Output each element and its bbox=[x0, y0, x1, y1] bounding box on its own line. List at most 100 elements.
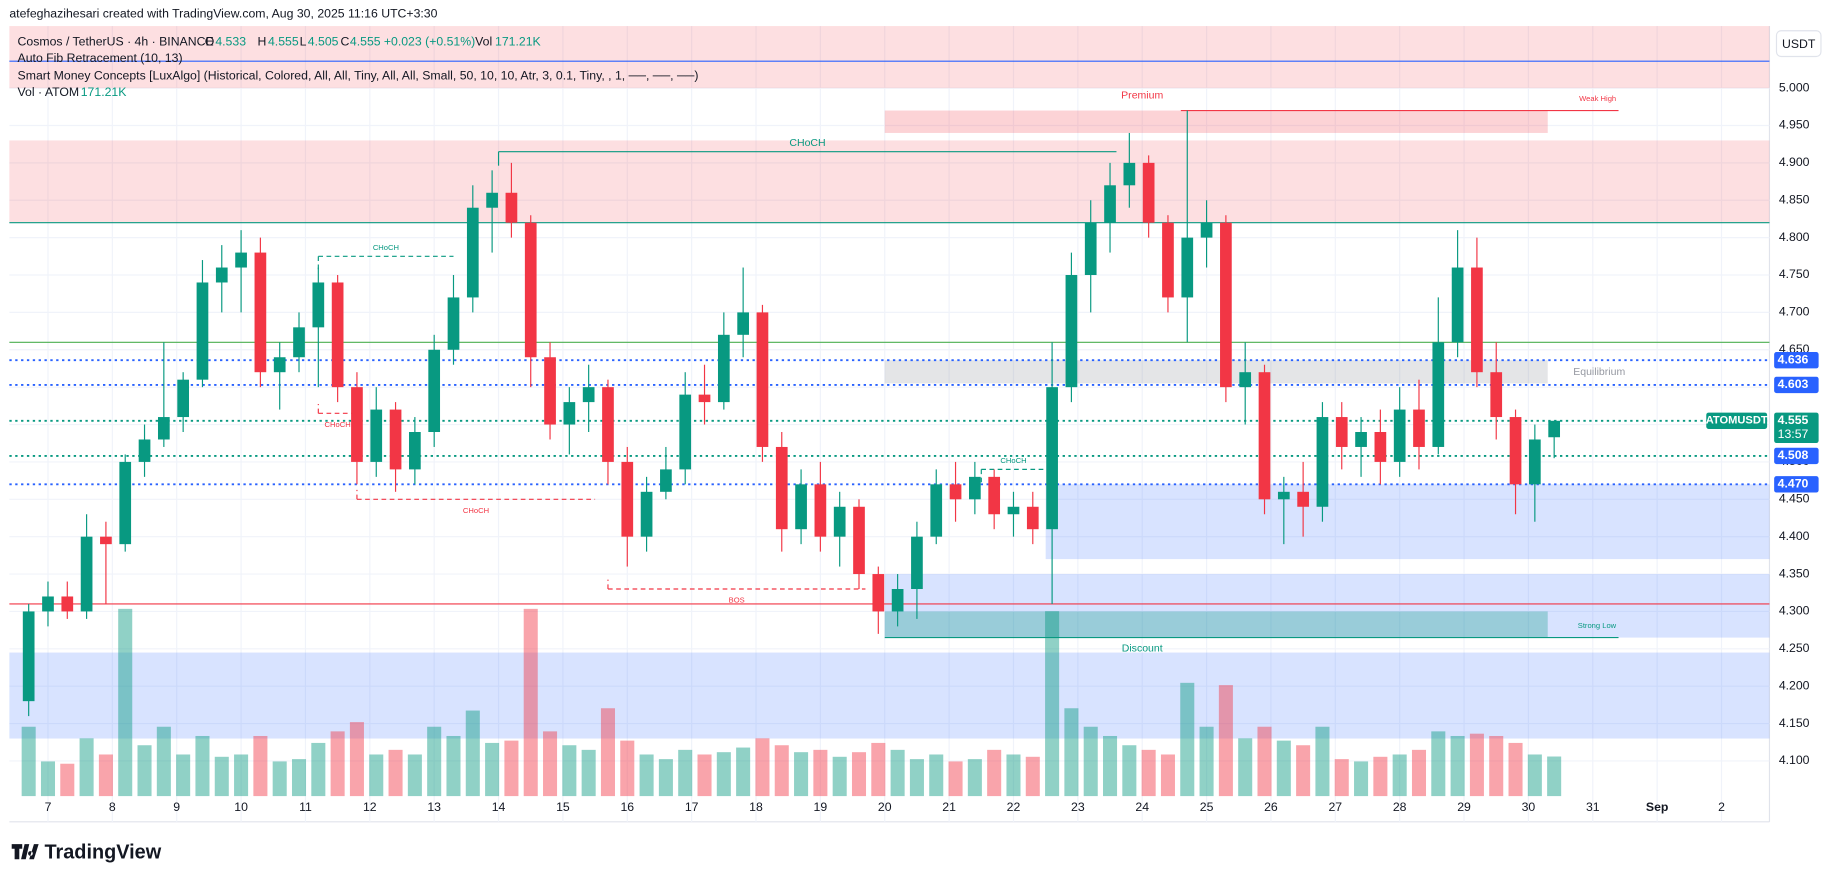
volume-bar bbox=[234, 754, 249, 797]
x-tick-label: 18 bbox=[749, 800, 763, 814]
y-tick-label: 4.450 bbox=[1779, 492, 1810, 506]
volume-bar bbox=[871, 742, 886, 797]
zone bbox=[9, 652, 1770, 739]
zone bbox=[884, 360, 1548, 384]
candle-body bbox=[447, 297, 460, 350]
currency-box[interactable] bbox=[1775, 30, 1822, 58]
volume-bar bbox=[581, 749, 596, 797]
vol-pane-name: Vol · ATOM bbox=[18, 85, 80, 99]
candle-body bbox=[602, 387, 614, 462]
candle-body bbox=[1026, 506, 1039, 530]
candle-body bbox=[660, 469, 672, 492]
candle-body bbox=[1277, 491, 1290, 500]
symbol-label: ATOMUSDT bbox=[1706, 415, 1768, 427]
level-badge bbox=[1774, 352, 1819, 369]
volume-bar bbox=[407, 754, 422, 797]
candle-body bbox=[544, 357, 556, 425]
candle-body bbox=[1220, 222, 1232, 388]
volume-bar bbox=[1431, 731, 1446, 797]
volume-bar bbox=[1006, 754, 1021, 797]
y-tick-label: 4.900 bbox=[1779, 155, 1810, 169]
candle-body bbox=[795, 484, 807, 530]
overlay: atefeghazihesari created with TradingVie… bbox=[9, 7, 1822, 864]
candle-body bbox=[22, 611, 35, 702]
structure-label: Weak High bbox=[1579, 94, 1616, 103]
change: +0.023 (+0.51%) bbox=[384, 35, 475, 49]
volume-bar bbox=[1083, 726, 1098, 797]
volume-bar bbox=[349, 722, 364, 797]
structure-label: CHoCH bbox=[325, 420, 351, 429]
candle-body bbox=[1528, 439, 1541, 485]
volume-bar bbox=[987, 749, 1002, 797]
volume-bar bbox=[1064, 708, 1079, 797]
candle-body bbox=[254, 252, 267, 373]
volume-bar bbox=[504, 740, 519, 797]
volume-bar bbox=[1373, 756, 1388, 797]
candle-body bbox=[466, 207, 479, 298]
candle-body bbox=[1162, 222, 1174, 298]
y-tick-label: 4.750 bbox=[1779, 267, 1810, 281]
candle-body bbox=[157, 417, 170, 440]
level-label: 4.636 bbox=[1778, 352, 1809, 366]
level-label: 4.508 bbox=[1778, 448, 1809, 462]
volume-bar bbox=[1450, 735, 1465, 797]
ohlc-value: 4.555 bbox=[268, 35, 299, 49]
candle-body bbox=[737, 312, 749, 335]
candle-body bbox=[505, 192, 518, 223]
volume-bar bbox=[253, 735, 268, 797]
volume-bar bbox=[1411, 749, 1427, 797]
zone-label: Discount bbox=[1122, 643, 1163, 655]
vol-pane-value: 171.21K bbox=[81, 85, 128, 99]
candle-body bbox=[640, 491, 653, 537]
volume-bar bbox=[427, 726, 442, 797]
candle-body bbox=[1084, 222, 1097, 276]
structure-label: CHoCH bbox=[789, 137, 825, 149]
candle-body bbox=[853, 506, 865, 575]
candle-body bbox=[196, 282, 209, 380]
y-tick-label: 4.100 bbox=[1779, 753, 1810, 767]
volume-bar bbox=[755, 738, 770, 797]
volume-bar bbox=[465, 710, 480, 797]
volume-bar bbox=[1334, 759, 1349, 797]
zone bbox=[884, 110, 1548, 133]
volume-bar bbox=[214, 756, 229, 797]
candle-body bbox=[1316, 417, 1329, 507]
currency[interactable]: USDT bbox=[1782, 37, 1816, 51]
volume-bar bbox=[98, 754, 113, 797]
x-tick-label: 7 bbox=[45, 800, 52, 814]
volume-bar bbox=[967, 759, 982, 797]
volume-bar bbox=[1354, 761, 1369, 797]
volume-bar bbox=[678, 749, 693, 797]
x-tick-label: 31 bbox=[1586, 800, 1600, 814]
candle-body bbox=[949, 484, 962, 500]
ohlc-key: O bbox=[205, 35, 215, 49]
x-tick-label: 22 bbox=[1007, 800, 1021, 814]
volume-bar bbox=[60, 763, 75, 797]
volume-bar bbox=[21, 726, 36, 797]
candle-body bbox=[119, 461, 132, 545]
x-tick-label: 16 bbox=[620, 800, 634, 814]
indicator: Smart Money Concepts [LuxAlgo] (Historic… bbox=[18, 69, 699, 83]
volume-bar bbox=[1489, 735, 1504, 797]
x-tick-label: 8 bbox=[109, 800, 116, 814]
candle-body bbox=[486, 192, 498, 208]
candle-body bbox=[389, 409, 402, 470]
level-badge bbox=[1774, 476, 1819, 493]
candle-body bbox=[1007, 506, 1020, 515]
logo-mark bbox=[11, 844, 39, 860]
structure-label: CHoCH bbox=[373, 243, 399, 252]
level-badge bbox=[1774, 447, 1819, 465]
candle-body bbox=[1104, 185, 1116, 223]
x-tick-label: 10 bbox=[234, 800, 248, 814]
volume-bar bbox=[1141, 749, 1156, 797]
vol-key: Vol bbox=[475, 35, 492, 49]
volume-bar bbox=[851, 752, 867, 797]
countdown: 13:57 bbox=[1778, 427, 1809, 441]
volume-bar bbox=[1180, 682, 1195, 797]
volume-bar bbox=[1392, 754, 1407, 797]
candle-body bbox=[1123, 162, 1136, 186]
candle-body bbox=[1509, 417, 1522, 485]
volume-bar bbox=[774, 745, 789, 797]
ohlc-key: C bbox=[341, 35, 350, 49]
